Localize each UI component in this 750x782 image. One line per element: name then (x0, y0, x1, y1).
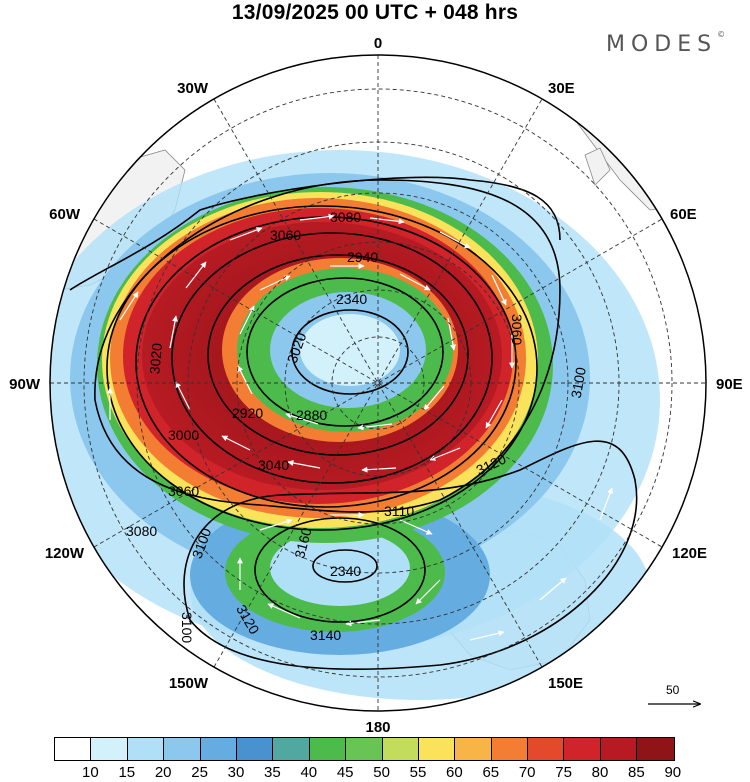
lon-label-180: 180 (365, 719, 390, 735)
contour-label: 2940 (347, 249, 378, 265)
colorbar-tick-label: 90 (664, 764, 682, 781)
contour-label: 3020 (146, 342, 165, 375)
contour-label: 3140 (310, 627, 341, 643)
colorbar-tick-label: 45 (336, 764, 354, 781)
colorbar-tick-label: 85 (628, 764, 645, 781)
lon-label-60w: 60W (49, 206, 81, 223)
contour-label: 2340 (330, 563, 361, 579)
contour-label: 3060 (168, 483, 199, 499)
colorbar-tick-label: 65 (482, 764, 500, 781)
madagascar-land (584, 147, 611, 186)
longitude-labels: 0 30E 60E 90E 120E 150E 180 150W 120W 90… (9, 35, 743, 735)
contour-label: 2880 (296, 407, 327, 423)
colorbar-tick-label: 35 (264, 764, 281, 781)
colorbar-tick-label: 30 (227, 764, 245, 781)
reference-vector-label: 50 (666, 683, 680, 697)
colorbar-swatch (382, 738, 419, 760)
contour-label: 2920 (232, 405, 263, 421)
colorbar-swatch (346, 738, 383, 760)
colorbar-tick-label: 15 (118, 764, 136, 781)
lon-label-90e: 90E (716, 376, 743, 393)
colorbar-tick-label: 20 (154, 764, 172, 781)
wind-vectors (107, 213, 613, 641)
lon-label-60e: 60E (670, 206, 697, 223)
contour-label: 3160 (291, 526, 315, 560)
lon-label-90w: 90W (9, 376, 41, 393)
colorbar-swatch (200, 738, 237, 760)
contour-label: 3040 (258, 457, 289, 473)
colorbar-swatch (564, 738, 601, 760)
lon-label-150w: 150W (169, 675, 209, 692)
colorbar-tick-label: 75 (555, 764, 572, 781)
colorbar-tick-label: 60 (446, 764, 463, 781)
contour-label: 2340 (336, 291, 367, 307)
contour-label: 3060 (509, 314, 525, 345)
colorbar-swatch (309, 738, 347, 760)
colorbar-swatch (236, 738, 274, 760)
chart-title: 13/09/2025 00 UTC + 048 hrs (231, 1, 519, 24)
colorbar-swatch (91, 738, 128, 760)
colorbar-swatch (491, 738, 529, 760)
colorbar-tick-label: 10 (82, 764, 99, 781)
wind-shading (50, 150, 660, 700)
colorbar-tick-label: 40 (300, 764, 318, 781)
colorbar-ticks: 10 15 20 25 30 35 40 45 50 55 60 65 70 75 80 85 90 (54, 764, 709, 782)
lon-label-30w: 30W (177, 80, 209, 97)
contour-label: 3060 (270, 227, 301, 243)
map-disc (50, 55, 706, 711)
colorbar-swatch (600, 738, 638, 760)
lon-label-120w: 120W (45, 545, 85, 562)
colorbar (54, 737, 675, 761)
colorbar-swatch (455, 738, 492, 760)
lon-label-120e: 120E (672, 545, 707, 562)
colorbar-tick-label: 50 (373, 764, 390, 781)
colorbar-swatch (637, 738, 674, 760)
colorbar-swatch (55, 738, 92, 760)
contour-label: 3110 (384, 503, 414, 519)
polar-map: 3080 3060 2940 2340 3020 2880 2920 3000 … (9, 35, 743, 735)
colorbar-swatch (273, 738, 310, 760)
colorbar-swatch (127, 738, 165, 760)
lon-label-0: 0 (374, 35, 382, 52)
colorbar-tick-label: 55 (409, 764, 427, 781)
copyright-mark: © (717, 30, 726, 39)
brand-name: MODES (606, 32, 718, 57)
colorbar-swatch (418, 738, 456, 760)
contour-label: 3100 (568, 366, 589, 400)
contour-label: 3000 (168, 427, 199, 443)
contour-label: 3080 (126, 523, 157, 539)
brand-logo: MODES© (606, 30, 726, 57)
map-border (49, 54, 707, 712)
colorbar-tick-label: 70 (518, 764, 536, 781)
colorbar-tick-label: 25 (191, 764, 208, 781)
contour-lines (69, 176, 638, 670)
colorbar-tick-label: 80 (591, 764, 609, 781)
lon-label-30e: 30E (548, 80, 575, 97)
lon-label-150e: 150E (548, 675, 583, 692)
colorbar-swatch (528, 738, 565, 760)
contour-label: 3080 (330, 209, 361, 225)
graticule (50, 55, 706, 711)
contour-label: 3100 (179, 612, 195, 643)
colorbar-swatch (164, 738, 201, 760)
